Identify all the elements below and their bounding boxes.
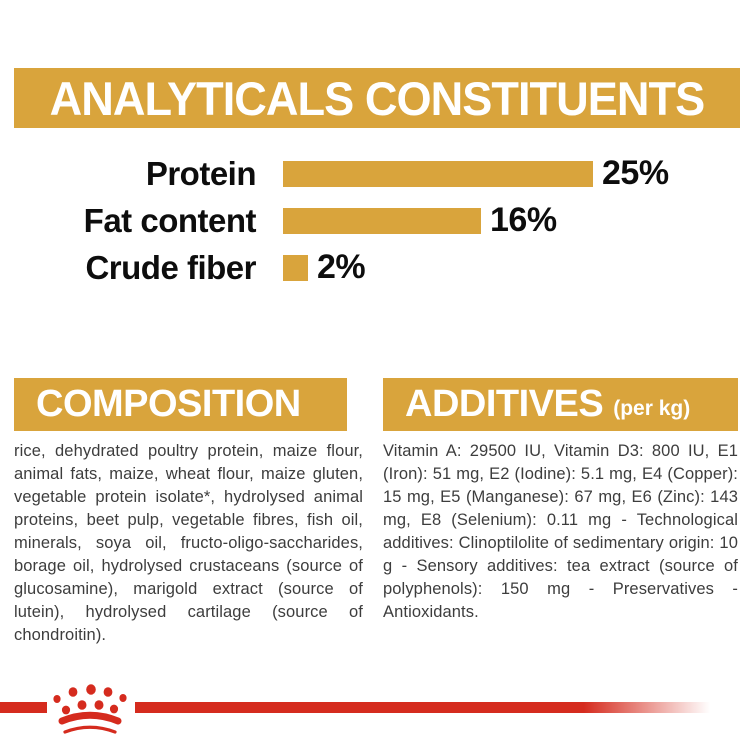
footer-red-stripe-right	[135, 702, 710, 713]
chart-row: Crude fiber 2%	[0, 244, 750, 291]
analyticals-title: ANALYTICALS CONSTITUENTS	[49, 71, 706, 125]
analyticals-header-bar: ANALYTICALS CONSTITUENTS	[14, 68, 740, 128]
chart-value-label: 16%	[490, 201, 557, 239]
composition-section: COMPOSITION rice, dehydrated poultry pro…	[14, 378, 363, 647]
chart-bar	[283, 160, 593, 187]
chart-category-label: Fat content	[83, 201, 257, 239]
chart-row: Protein 25%	[0, 150, 750, 197]
chart-row: Fat content 16%	[0, 197, 750, 244]
chart-bar	[283, 254, 308, 281]
footer-red-stripe-left	[0, 702, 47, 713]
chart-value-label: 2%	[317, 248, 366, 286]
chart-category-label: Crude fiber	[85, 248, 256, 286]
additives-title: ADDITIVES	[405, 383, 604, 425]
additives-unit-label: (per kg)	[613, 397, 691, 420]
composition-title: COMPOSITION	[36, 383, 301, 425]
analyticals-chart: Protein 25% Fat content 16% Crude fiber 2%	[0, 150, 750, 291]
additives-section: ADDITIVES (per kg) Vitamin A: 29500 IU, …	[383, 378, 738, 624]
chart-category-label: Protein	[145, 154, 257, 192]
chart-value-label: 25%	[602, 154, 669, 192]
additives-header-bar: ADDITIVES (per kg)	[383, 378, 738, 431]
composition-text: rice, dehydrated poultry protein, maize …	[14, 442, 363, 644]
composition-header-bar: COMPOSITION	[14, 378, 347, 431]
additives-text: Vitamin A: 29500 IU, Vitamin D3: 800 IU,…	[383, 442, 738, 621]
chart-bar	[283, 207, 481, 234]
royal-canin-crown-icon	[53, 684, 127, 734]
